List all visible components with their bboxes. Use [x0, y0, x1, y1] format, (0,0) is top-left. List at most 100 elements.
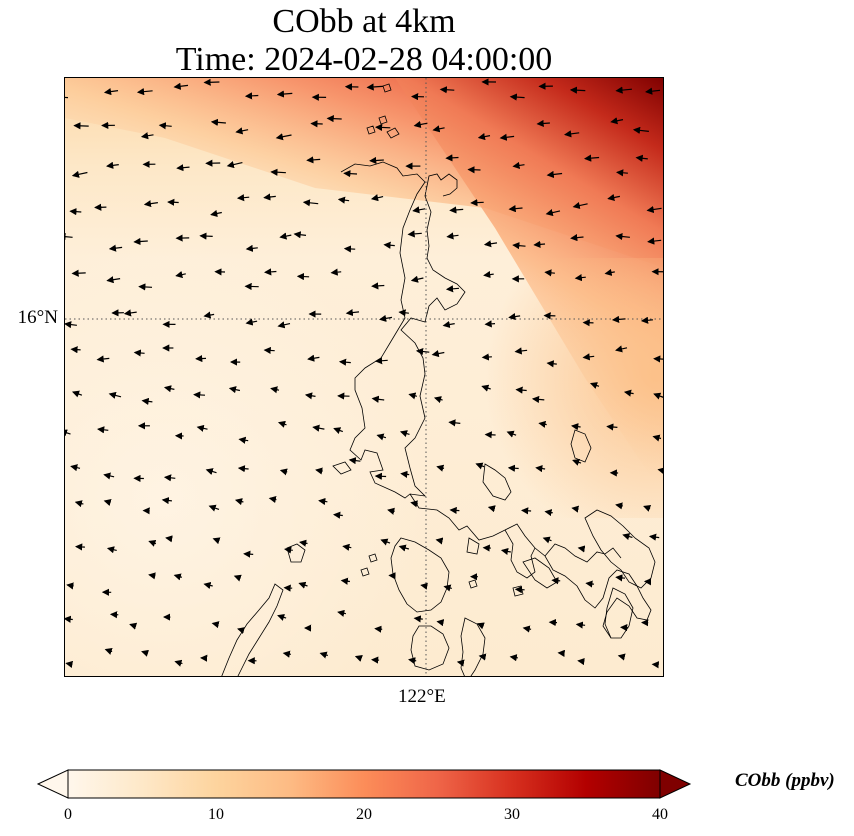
- wind-arrow: [481, 384, 491, 392]
- colorbar: [36, 769, 692, 799]
- wind-arrow: [449, 506, 460, 515]
- wind-arrow: [615, 574, 626, 582]
- wind-arrow: [431, 350, 445, 358]
- panay-coastline: [410, 625, 450, 671]
- wind-arrow: [413, 120, 428, 129]
- wind-arrow: [477, 133, 491, 141]
- wind-arrow: [310, 120, 323, 128]
- wind-arrow: [173, 573, 183, 581]
- wind-arrow: [582, 353, 595, 361]
- wind-arrow: [436, 619, 445, 627]
- wind-arrow: [623, 389, 634, 397]
- wind-arrow: [433, 396, 443, 404]
- wind-arrow: [545, 209, 561, 217]
- wind-arrow: [653, 355, 663, 363]
- lon-tick-label: 122°E: [398, 686, 446, 707]
- wind-arrow: [263, 346, 275, 355]
- wind-arrow: [279, 232, 292, 240]
- wind-arrow: [387, 507, 395, 515]
- wind-arrow: [456, 659, 465, 667]
- wind-arrow: [484, 320, 496, 328]
- wind-arrow: [140, 132, 154, 140]
- wind-arrow: [509, 93, 525, 101]
- southern-luzon-coastline: [409, 493, 652, 639]
- wind-arrow: [436, 464, 445, 472]
- wind-arrow: [74, 500, 84, 508]
- wind-arrow: [282, 650, 291, 658]
- wind-arrow: [508, 313, 521, 321]
- wind-arrow: [640, 316, 654, 324]
- wind-arrow: [515, 386, 527, 394]
- map-canvas: [65, 78, 663, 676]
- wind-arrow: [569, 86, 586, 94]
- wind-arrow: [276, 90, 293, 98]
- wind-arrow: [279, 468, 288, 476]
- wind-arrow: [299, 539, 308, 547]
- wind-arrow: [104, 647, 113, 655]
- wind-arrow: [340, 577, 350, 585]
- wind-arrow: [514, 586, 525, 594]
- wind-arrow: [270, 168, 286, 176]
- wind-arrow: [337, 196, 350, 204]
- wind-arrow: [306, 156, 321, 164]
- wind-arrow: [343, 170, 358, 178]
- wind-arrow: [420, 582, 428, 590]
- wind-arrow: [348, 457, 361, 465]
- colorbar-tick-label: 40: [652, 806, 668, 823]
- wind-arrow: [475, 462, 485, 470]
- wind-arrow: [106, 161, 119, 169]
- wind-arrow: [412, 206, 426, 214]
- wind-arrow: [283, 584, 293, 592]
- wind-arrow: [312, 424, 325, 432]
- wind-arrow: [509, 654, 518, 662]
- wind-arrow: [161, 496, 172, 505]
- wind-arrow: [65, 615, 73, 623]
- wind-arrow: [512, 161, 525, 169]
- wind-arrow: [238, 436, 249, 444]
- wind-arrow: [536, 119, 550, 128]
- wind-arrow: [398, 309, 409, 317]
- wind-arrow: [476, 622, 485, 630]
- wind-arrow: [570, 234, 584, 242]
- luzon-coastline: [340, 161, 466, 499]
- wind-arrow: [293, 231, 307, 239]
- wind-arrow: [369, 156, 384, 165]
- wind-arrow: [141, 649, 149, 657]
- wind-vectors: [65, 78, 663, 669]
- wind-arrow: [398, 544, 410, 552]
- wind-arrow: [400, 470, 410, 478]
- wind-arrow: [337, 609, 347, 617]
- wind-arrow: [632, 126, 649, 134]
- lubang-coastline: [332, 461, 352, 475]
- wind-arrow: [445, 154, 459, 162]
- wind-arrow: [245, 318, 258, 326]
- wind-arrow: [542, 536, 552, 544]
- wind-arrow: [575, 621, 586, 629]
- babuyan-island-3: [366, 125, 376, 135]
- wind-arrow: [500, 547, 511, 555]
- wind-arrow: [71, 170, 88, 178]
- wind-arrow: [408, 392, 418, 400]
- wind-arrow: [443, 584, 452, 592]
- wind-arrow: [226, 161, 243, 169]
- wind-arrow: [379, 314, 393, 322]
- wind-arrow: [203, 78, 220, 86]
- wind-arrow: [210, 118, 226, 126]
- wind-arrow: [143, 200, 158, 208]
- wind-arrow: [243, 550, 254, 558]
- wind-arrow: [203, 311, 215, 319]
- wind-arrow: [298, 581, 308, 589]
- wind-arrow: [446, 232, 459, 240]
- batanes-island: [382, 83, 392, 93]
- babuyan-island-1: [378, 115, 388, 125]
- wind-arrow: [163, 474, 176, 482]
- wind-arrow: [228, 386, 241, 394]
- wind-arrow: [203, 581, 213, 589]
- wind-arrow: [129, 622, 138, 630]
- map-panel: [64, 77, 664, 677]
- wind-arrow: [470, 199, 484, 207]
- wind-arrow: [506, 430, 517, 438]
- wind-arrow: [304, 392, 316, 400]
- wind-arrow: [370, 194, 384, 202]
- wind-arrow: [106, 546, 117, 554]
